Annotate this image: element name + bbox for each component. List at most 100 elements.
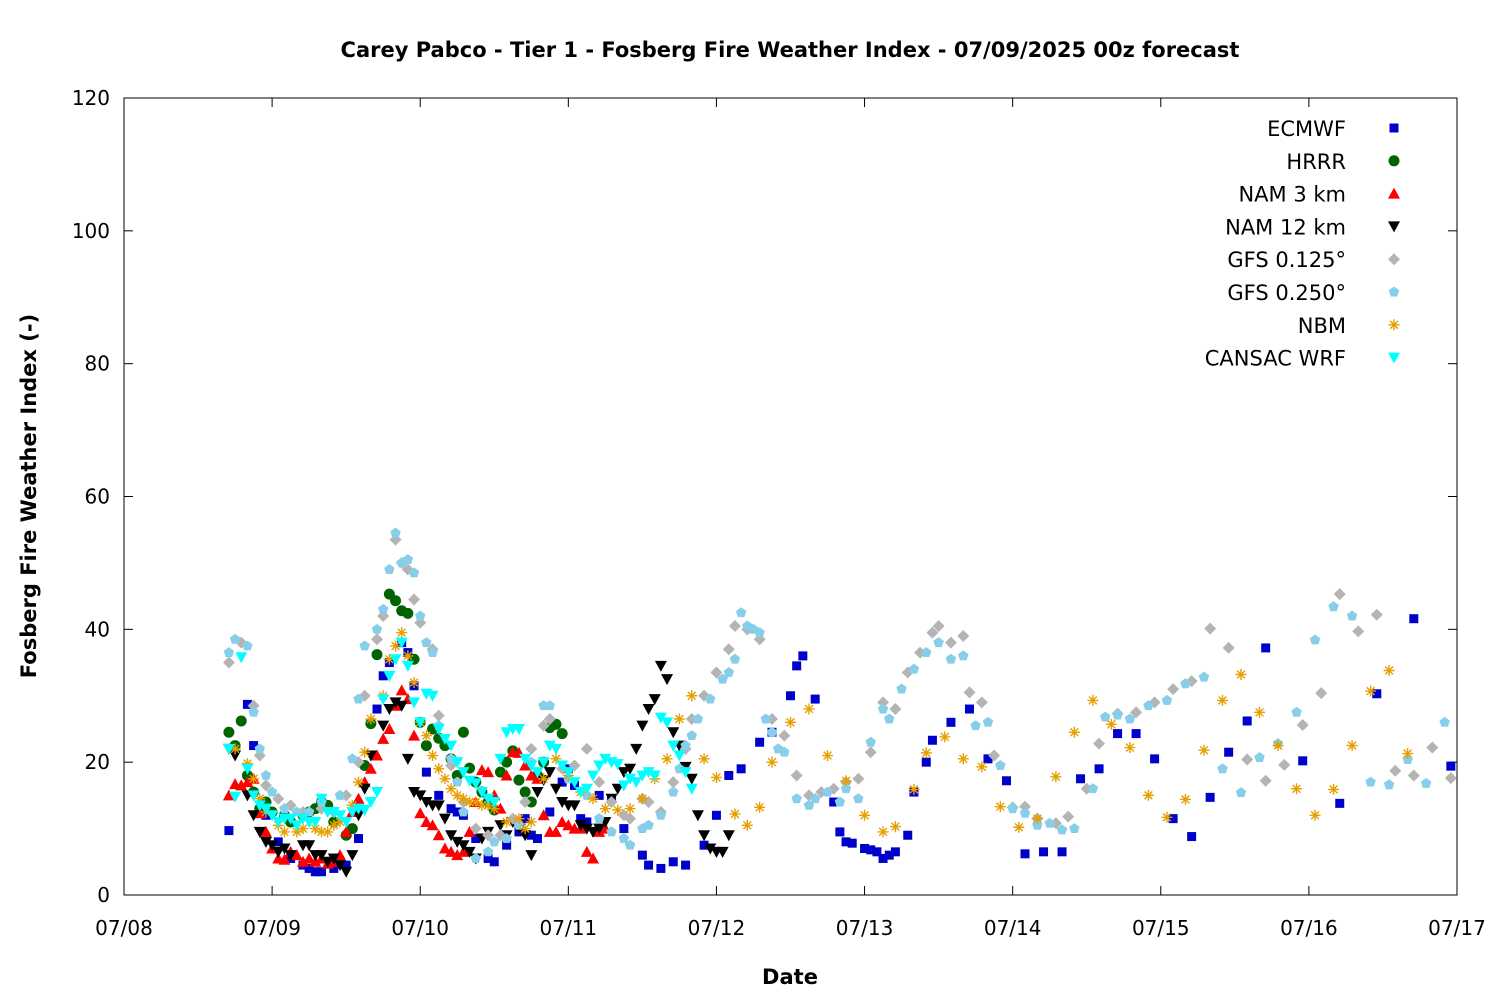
data-point (903, 830, 913, 840)
data-point (371, 623, 383, 634)
data-point (340, 866, 353, 878)
data-point (364, 762, 377, 774)
data-point (593, 823, 606, 835)
data-point (1335, 798, 1345, 808)
data-point (469, 822, 482, 835)
legend-label: ECMWF (1267, 117, 1346, 141)
data-point (259, 836, 272, 848)
data-point (852, 772, 865, 785)
x-tick-label: 07/14 (984, 916, 1042, 940)
data-point (624, 839, 636, 850)
data-point (266, 810, 279, 822)
data-point (476, 799, 488, 811)
data-point (1235, 668, 1247, 680)
data-point (525, 796, 537, 808)
data-point (890, 847, 900, 857)
data-point (1044, 817, 1055, 828)
data-point (254, 793, 266, 805)
data-point (401, 660, 414, 672)
data-point (420, 797, 433, 809)
data-point (729, 653, 741, 664)
data-point (654, 660, 667, 672)
data-point (840, 783, 852, 794)
data-point (599, 803, 611, 815)
data-point (582, 817, 592, 827)
data-point (841, 837, 851, 847)
data-point (525, 742, 538, 755)
data-point (502, 840, 512, 850)
data-point (537, 809, 550, 821)
data-point (933, 637, 944, 648)
data-point (1068, 726, 1080, 738)
data-point (872, 847, 882, 857)
data-point (432, 800, 445, 812)
data-point (549, 825, 562, 837)
data-point (957, 629, 970, 642)
data-point (698, 830, 711, 842)
data-point (549, 743, 562, 755)
data-point (395, 684, 408, 696)
data-point (859, 809, 871, 821)
x-tick-label: 07/15 (1132, 916, 1190, 940)
data-point (482, 799, 494, 811)
data-point (556, 797, 569, 809)
data-point (884, 713, 895, 724)
data-point (519, 830, 532, 842)
data-point (463, 825, 476, 837)
data-point (1439, 716, 1450, 727)
legend-marker (1388, 352, 1400, 364)
data-point (1113, 729, 1123, 739)
data-point (1130, 706, 1143, 719)
data-point (451, 849, 464, 861)
data-point (358, 804, 371, 816)
data-point (1309, 634, 1321, 645)
data-point (681, 860, 691, 870)
data-point (284, 850, 297, 862)
data-point (1198, 744, 1210, 756)
legend-label: GFS 0.250° (1227, 281, 1346, 305)
data-point (439, 773, 451, 785)
data-point (982, 716, 994, 727)
data-point (847, 838, 857, 848)
data-point (878, 853, 888, 863)
data-point (1242, 716, 1252, 726)
data-point (1057, 847, 1067, 857)
data-point (247, 810, 260, 822)
data-point (611, 759, 624, 771)
data-point (259, 825, 272, 837)
data-point (544, 700, 556, 711)
data-point (1131, 729, 1141, 739)
data-point (877, 696, 890, 709)
data-point (452, 807, 462, 817)
data-point (624, 763, 637, 775)
data-point (383, 653, 395, 665)
data-point (303, 840, 316, 852)
y-tick-label: 40 (85, 617, 110, 641)
x-tick-label: 07/17 (1428, 916, 1486, 940)
data-point (1143, 700, 1154, 711)
data-point (488, 803, 500, 815)
data-point (722, 830, 735, 842)
data-point (395, 637, 408, 649)
data-point (469, 778, 482, 790)
data-point (235, 652, 248, 664)
data-point (921, 647, 932, 658)
series-cansac-wrf (222, 637, 698, 832)
series-gfs-0-250- (223, 527, 1450, 863)
data-point (457, 840, 470, 852)
data-point (414, 790, 427, 802)
data-point (705, 693, 716, 704)
data-point (475, 787, 488, 799)
data-point (272, 846, 285, 858)
data-point (390, 595, 402, 607)
data-point (1420, 777, 1432, 788)
data-point (711, 810, 721, 820)
data-point (580, 783, 593, 795)
data-point (908, 783, 920, 795)
data-point (494, 820, 507, 832)
data-point (525, 816, 537, 828)
data-point (1056, 824, 1068, 835)
data-point (482, 829, 495, 842)
data-point (247, 790, 260, 802)
data-point (877, 703, 889, 714)
